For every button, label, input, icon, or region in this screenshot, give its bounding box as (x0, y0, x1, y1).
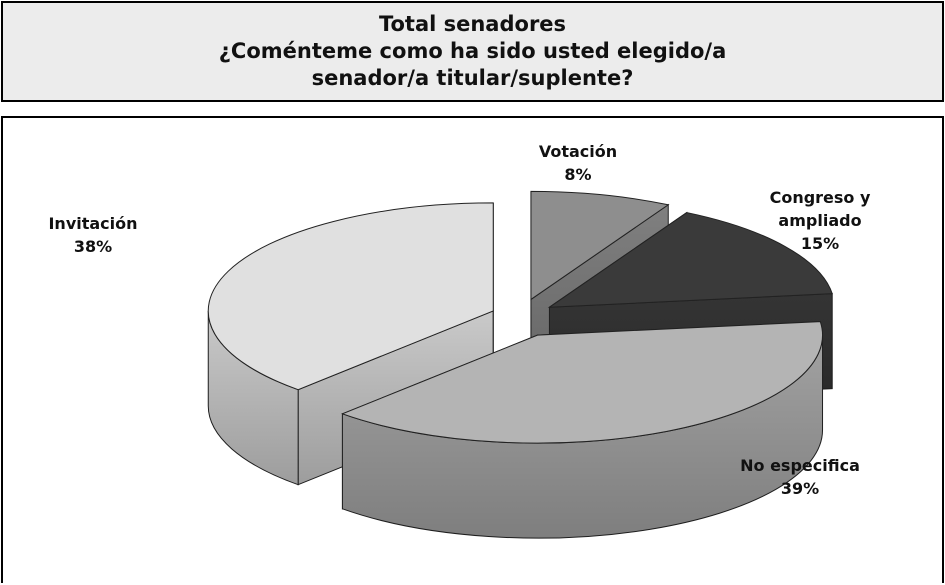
chart (207, 190, 833, 539)
slice (341, 321, 824, 539)
slice-label: Votación 8% (518, 140, 638, 186)
slice-wall-shade (342, 335, 823, 539)
slice-category: No especifica (740, 456, 860, 475)
slice-category: Votación (538, 142, 618, 161)
slice-category: Congreso y ampliado (769, 188, 871, 230)
slice-top (530, 190, 670, 301)
slice-value: 15% (800, 234, 840, 253)
slice-label: Congreso y ampliado 15% (760, 186, 880, 255)
slice-value: 38% (73, 237, 113, 256)
slice-label: Invitación 38% (33, 212, 153, 258)
slice-label: No especifica 39% (740, 454, 860, 500)
title-line: Total senadores (378, 12, 567, 36)
chart-box: Votación 8% Congreso y ampliado 15% No espec… (1, 116, 944, 583)
slice-top (341, 321, 823, 444)
title-line: ¿Coménteme como ha sido usted elegido/a (218, 39, 727, 63)
title-box: Total senadores ¿Coménteme como ha sido … (1, 1, 944, 102)
slice-top (207, 202, 494, 391)
slice-category: Invitación (48, 214, 138, 233)
title-line: senador/a titular/suplente? (311, 66, 634, 90)
slice-value: 39% (780, 479, 820, 498)
slice-value: 8% (564, 165, 592, 184)
slice-top (547, 212, 833, 308)
slice-wall-shade (208, 310, 299, 485)
